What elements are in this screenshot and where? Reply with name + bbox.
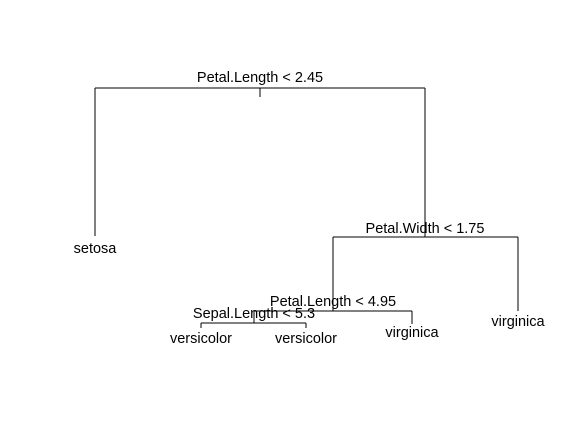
sepal-length-split-label: Sepal.Length < 5.3 [193,306,315,322]
leaf-setosa: setosa [74,241,118,257]
leaf-versicolor-left: versicolor [170,331,232,347]
leaf-virginica-right: virginica [491,314,545,330]
root-split-node: Petal.Length < 2.45 [94,70,426,237]
root-split-label: Petal.Length < 2.45 [197,70,323,86]
petal-length-2-split-label: Petal.Length < 4.95 [270,294,396,310]
petal-width-split-label: Petal.Width < 1.75 [366,221,485,237]
leaf-versicolor-right: versicolor [275,331,337,347]
petal-length-2-split-node: Petal.Length < 4.95 [253,294,413,324]
leaf-virginica-middle: virginica [385,325,439,341]
petal-width-split-node: Petal.Width < 1.75 [332,221,519,311]
sepal-length-split-node: Sepal.Length < 5.3 [193,306,315,328]
